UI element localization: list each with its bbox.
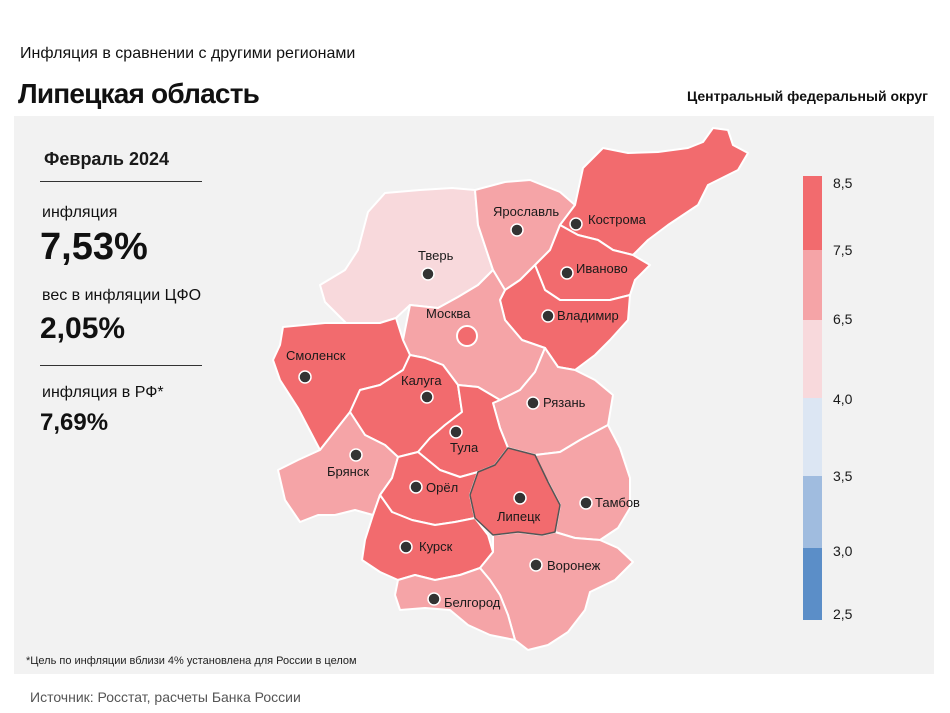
city-dot-ryazan: [526, 396, 540, 410]
source-line: Источник: Росстат, расчеты Банка России: [30, 689, 301, 705]
inflation-label: инфляция: [42, 204, 118, 221]
footnote: *Цель по инфляции вблизи 4% установлена …: [26, 655, 357, 667]
region-label-kaluga: Калуга: [401, 373, 442, 388]
city-dot-ivanovo: [560, 266, 574, 280]
region-label-moscow: Москва: [426, 306, 471, 321]
city-dot-voronezh: [529, 558, 543, 572]
region-label-tula: Тула: [450, 440, 479, 455]
region-bryansk: [277, 411, 399, 523]
legend-scale: [803, 176, 822, 620]
region-label-bryansk: Брянск: [327, 464, 369, 479]
city-dot-kursk: [399, 540, 413, 554]
legend-tick-25: 2,5: [833, 606, 853, 622]
region-label-ryazan: Рязань: [543, 395, 586, 410]
city-dot-orel: [409, 480, 423, 494]
region-label-orel: Орёл: [426, 480, 458, 495]
page-title: Липецкая область: [18, 78, 260, 109]
region-label-voronezh: Воронеж: [547, 558, 601, 573]
city-dot-smolensk: [298, 370, 312, 384]
city-dot-bryansk: [349, 448, 363, 462]
legend-tick-65: 6,5: [833, 311, 853, 327]
city-dot-vladimir: [541, 309, 555, 323]
region-label-tambov: Тамбов: [595, 495, 640, 510]
legend-swatch-3: [803, 548, 822, 620]
legend-swatch-7: [803, 250, 822, 320]
region-label-belgorod: Белгород: [444, 595, 501, 610]
region-label-tver: Тверь: [418, 248, 454, 263]
city-dot-lipetsk: [513, 491, 527, 505]
city-dot-kostroma: [569, 217, 583, 231]
divider-top: [40, 181, 202, 182]
legend-swatch-8: [803, 176, 822, 250]
region-label-kostroma: Кострома: [588, 212, 647, 227]
region-label-ivanovo: Иваново: [576, 261, 628, 276]
legend-tick-40: 4,0: [833, 391, 853, 407]
region-label-smolensk: Смоленск: [286, 348, 346, 363]
region-label-lipetsk: Липецк: [497, 509, 541, 524]
region-kostroma: [559, 127, 749, 256]
region-lipetsk: [469, 447, 561, 536]
chart-subtitle: Инфляция в сравнении с другими регионами: [20, 45, 356, 62]
legend-tick-30: 3,0: [833, 543, 853, 559]
weight-label: вес в инфляции ЦФО: [42, 287, 202, 304]
city-dot-tambov: [579, 496, 593, 510]
period-label: Февраль 2024: [44, 149, 169, 169]
divider-bottom: [40, 365, 202, 366]
region-label-yaroslavl: Ярославль: [493, 204, 559, 219]
city-dot-moscow: [456, 325, 478, 347]
region-belgorod: [394, 567, 516, 641]
weight-value: 2,05%: [40, 312, 126, 345]
rf-inflation-label: инфляция в РФ*: [42, 384, 164, 401]
city-dot-kaluga: [420, 390, 434, 404]
city-dot-belgorod: [427, 592, 441, 606]
city-dot-tula: [449, 425, 463, 439]
legend-tick-35: 3,5: [833, 468, 853, 484]
city-dot-tver: [421, 267, 435, 281]
legend-swatch-4: [803, 398, 822, 476]
legend-tick-75: 7,5: [833, 242, 853, 258]
legend-tick-85: 8,5: [833, 175, 853, 191]
region-label-vladimir: Владимир: [557, 308, 619, 323]
legend-swatch-6: [803, 320, 822, 398]
inflation-value: 7,53%: [40, 226, 148, 268]
legend-swatch-35: [803, 476, 822, 548]
city-dot-yaroslavl: [510, 223, 524, 237]
district-label: Центральный федеральный округ: [686, 88, 928, 104]
rf-inflation-value: 7,69%: [40, 409, 109, 436]
region-label-kursk: Курск: [419, 539, 453, 554]
